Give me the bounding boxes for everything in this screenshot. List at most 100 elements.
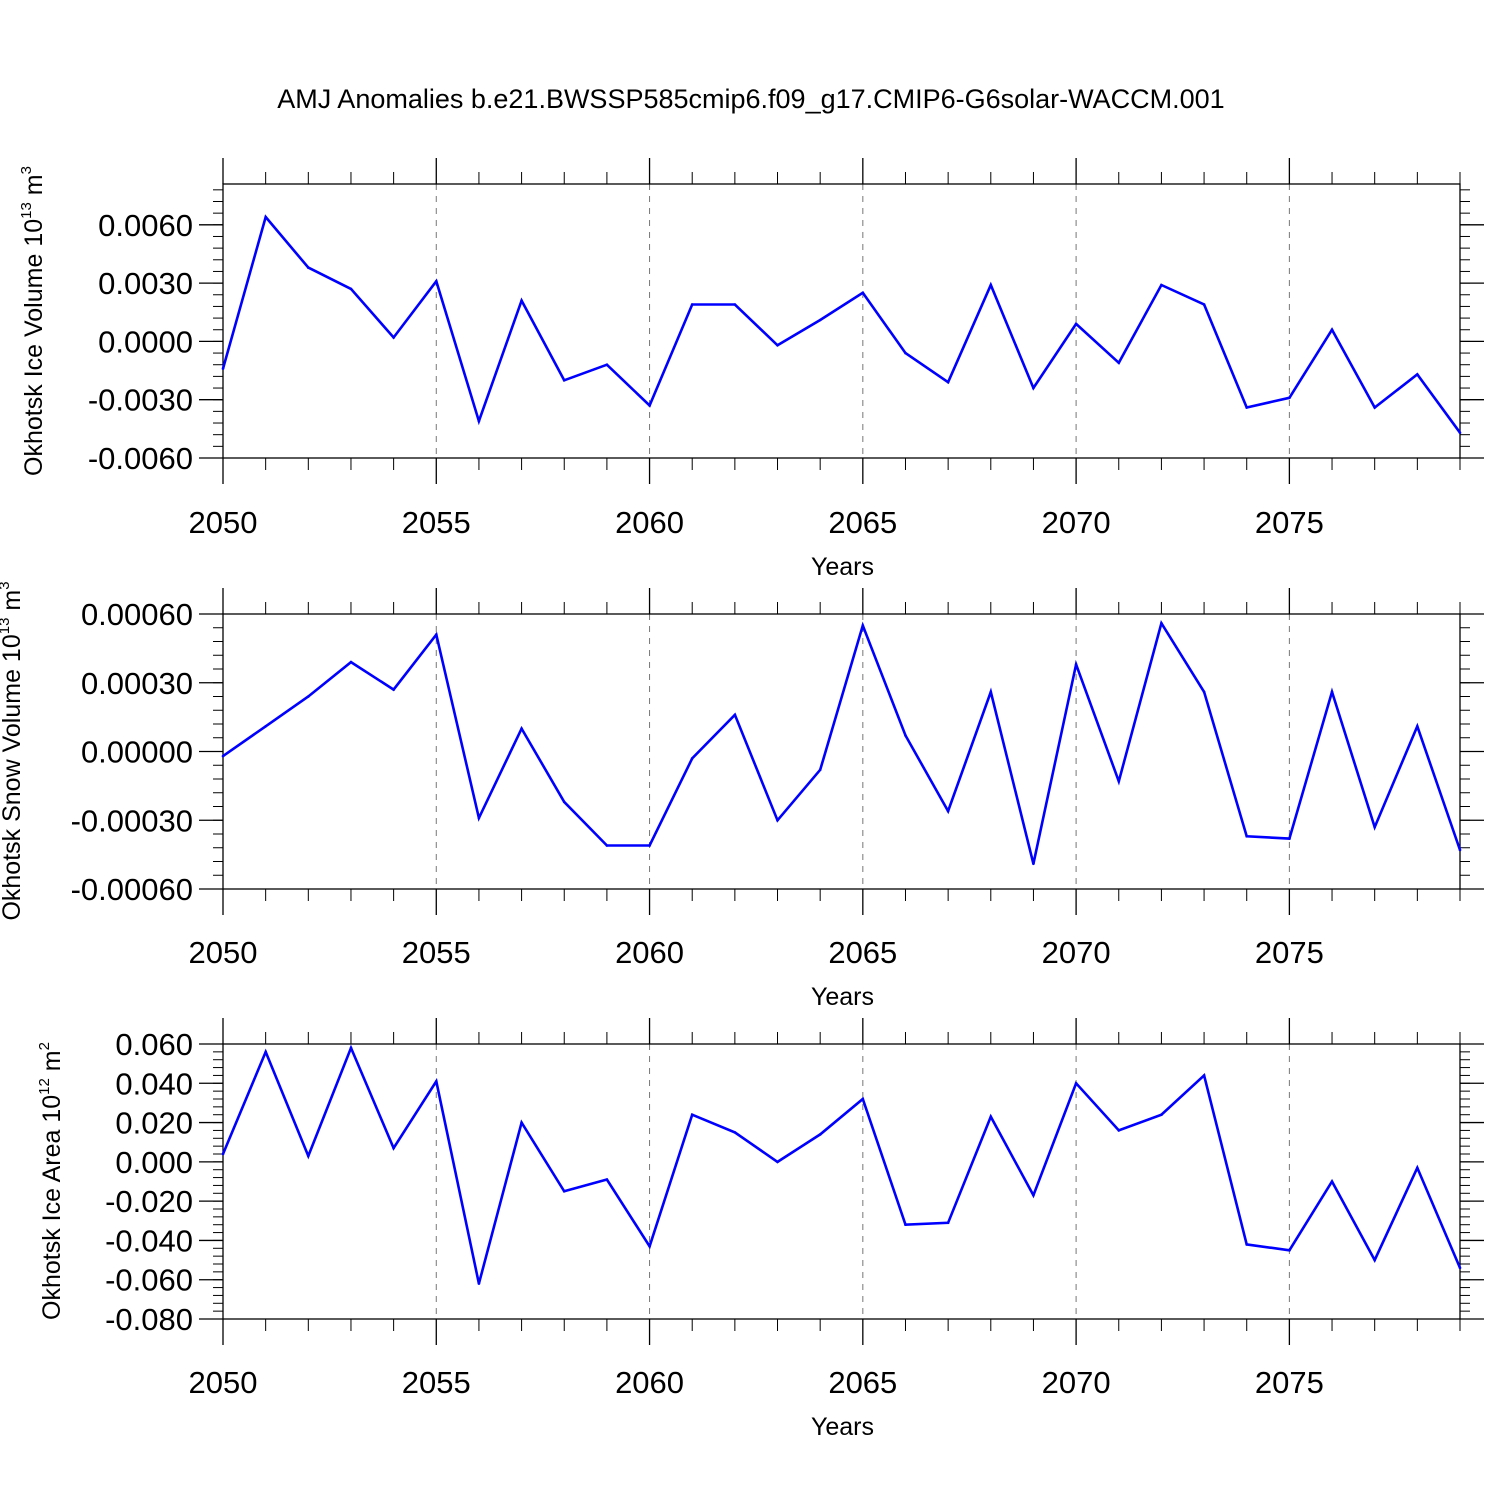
- x-tick-label: 2055: [402, 935, 471, 970]
- data-point: [221, 754, 225, 758]
- data-point: [776, 344, 779, 347]
- data-point: [776, 1160, 779, 1164]
- data-point: [818, 1133, 822, 1136]
- x-tick-label: 2060: [615, 935, 684, 970]
- x-tick-label: 2075: [1255, 935, 1324, 970]
- data-point: [861, 291, 865, 295]
- y-tick-label: 0.00030: [81, 666, 193, 701]
- x-tick-label: 2065: [828, 1365, 897, 1400]
- panel-ice-volume: 2050 2055 2060 2065 2070 2075 -0.0060 -0.0030 0.…: [18, 158, 1484, 581]
- data-point: [818, 318, 822, 322]
- y-axis-label-text: Okhotsk Ice Volume 10: [20, 219, 48, 476]
- y-tick-label: -0.060: [105, 1263, 193, 1298]
- data-point: [307, 1154, 310, 1158]
- data-point: [648, 404, 651, 407]
- x-tick-label: 2060: [615, 1365, 684, 1400]
- data-point: [392, 1146, 395, 1150]
- data-point: [477, 1282, 481, 1285]
- data-point: [1373, 1258, 1376, 1262]
- data-point: [435, 1080, 438, 1083]
- data-point: [861, 624, 865, 627]
- data-point: [904, 1223, 907, 1226]
- y-axis-label-unit-exponent: 3: [18, 166, 35, 174]
- data-point: [392, 336, 395, 339]
- data-point: [1330, 690, 1334, 694]
- data-point: [307, 266, 310, 269]
- data-point: [946, 1221, 950, 1225]
- data-point: [349, 287, 353, 291]
- x-tick-label: 2055: [402, 505, 471, 540]
- panel-ice-area: 2050 2055 2060 2065 2070 2075 -0.080 -0.060 -0.0…: [36, 1018, 1484, 1441]
- data-point: [349, 660, 353, 664]
- x-tick-label: 2060: [615, 505, 684, 540]
- y-tick-label: -0.080: [105, 1302, 193, 1337]
- data-point: [1330, 1180, 1334, 1183]
- data-point: [562, 1190, 566, 1193]
- data-point: [1288, 396, 1291, 400]
- x-tick-label: 2075: [1255, 1365, 1324, 1400]
- data-point: [435, 633, 438, 636]
- y-tick-label: -0.040: [105, 1223, 193, 1258]
- y-axis-label-exponent: 12: [36, 1078, 53, 1095]
- data-point: [1373, 825, 1376, 829]
- data-point: [264, 215, 268, 219]
- data-point: [562, 379, 566, 382]
- y-tick-label: 0.00000: [81, 735, 193, 770]
- data-point: [1458, 1266, 1462, 1270]
- data-point: [946, 809, 950, 813]
- x-tick-label: 2070: [1042, 505, 1111, 540]
- data-point: [1458, 848, 1462, 852]
- data-point: [1117, 1129, 1121, 1132]
- data-point: [1288, 837, 1291, 840]
- data-point: [392, 688, 395, 691]
- data-point: [1202, 690, 1206, 694]
- data-point: [648, 844, 651, 847]
- plot-frame: [222, 1043, 1461, 1320]
- data-point: [264, 725, 268, 728]
- x-tick-label: 2055: [402, 1365, 471, 1400]
- x-axis-label: Years: [811, 1413, 874, 1441]
- x-axis-label: Years: [811, 553, 874, 581]
- data-point: [520, 299, 523, 302]
- data-point: [690, 303, 694, 306]
- data-point: [904, 734, 907, 737]
- y-axis-label: Okhotsk Ice Area 1012 m2: [36, 1042, 66, 1320]
- y-tick-label: 0.040: [115, 1066, 193, 1101]
- y-tick-label: 0.0060: [98, 208, 193, 243]
- data-point: [1074, 322, 1078, 326]
- chart-title: AMJ Anomalies b.e21.BWSSP585cmip6.f09_g1…: [277, 84, 1224, 114]
- y-axis-label-exponent: 13: [0, 618, 13, 635]
- data-point: [264, 1050, 268, 1054]
- data-point: [1245, 1243, 1248, 1246]
- data-point: [733, 303, 737, 306]
- data-point: [1074, 1082, 1078, 1085]
- data-point: [520, 727, 523, 730]
- data-point: [1032, 386, 1035, 390]
- x-tick-label: 2065: [828, 935, 897, 970]
- data-point: [733, 713, 737, 717]
- data-point: [1416, 725, 1419, 728]
- y-axis-label-unit: m: [20, 174, 48, 202]
- data-point: [989, 690, 993, 694]
- y-tick-label: 0.0000: [98, 324, 193, 359]
- data-point: [605, 844, 609, 847]
- y-tick-label: 0.060: [115, 1027, 193, 1062]
- data-point: [1117, 361, 1121, 365]
- data-point: [605, 363, 609, 367]
- y-axis-label-text: Okhotsk Snow Volume 10: [0, 634, 26, 920]
- y-axis-label-text: Okhotsk Ice Area 10: [38, 1095, 66, 1320]
- y-axis-label-unit: m: [38, 1050, 66, 1078]
- y-axis-label: Okhotsk Ice Volume 1013 m3: [18, 166, 48, 476]
- data-point: [861, 1097, 865, 1101]
- data-point: [349, 1046, 353, 1050]
- data-point: [1160, 1113, 1163, 1116]
- data-point: [435, 279, 438, 283]
- data-point: [690, 757, 694, 760]
- series-line: [221, 214, 1462, 434]
- x-tick-label: 2050: [189, 1365, 258, 1400]
- data-point: [989, 1115, 993, 1118]
- data-point: [1074, 663, 1078, 666]
- data-point: [1416, 373, 1419, 376]
- data-point: [690, 1113, 694, 1116]
